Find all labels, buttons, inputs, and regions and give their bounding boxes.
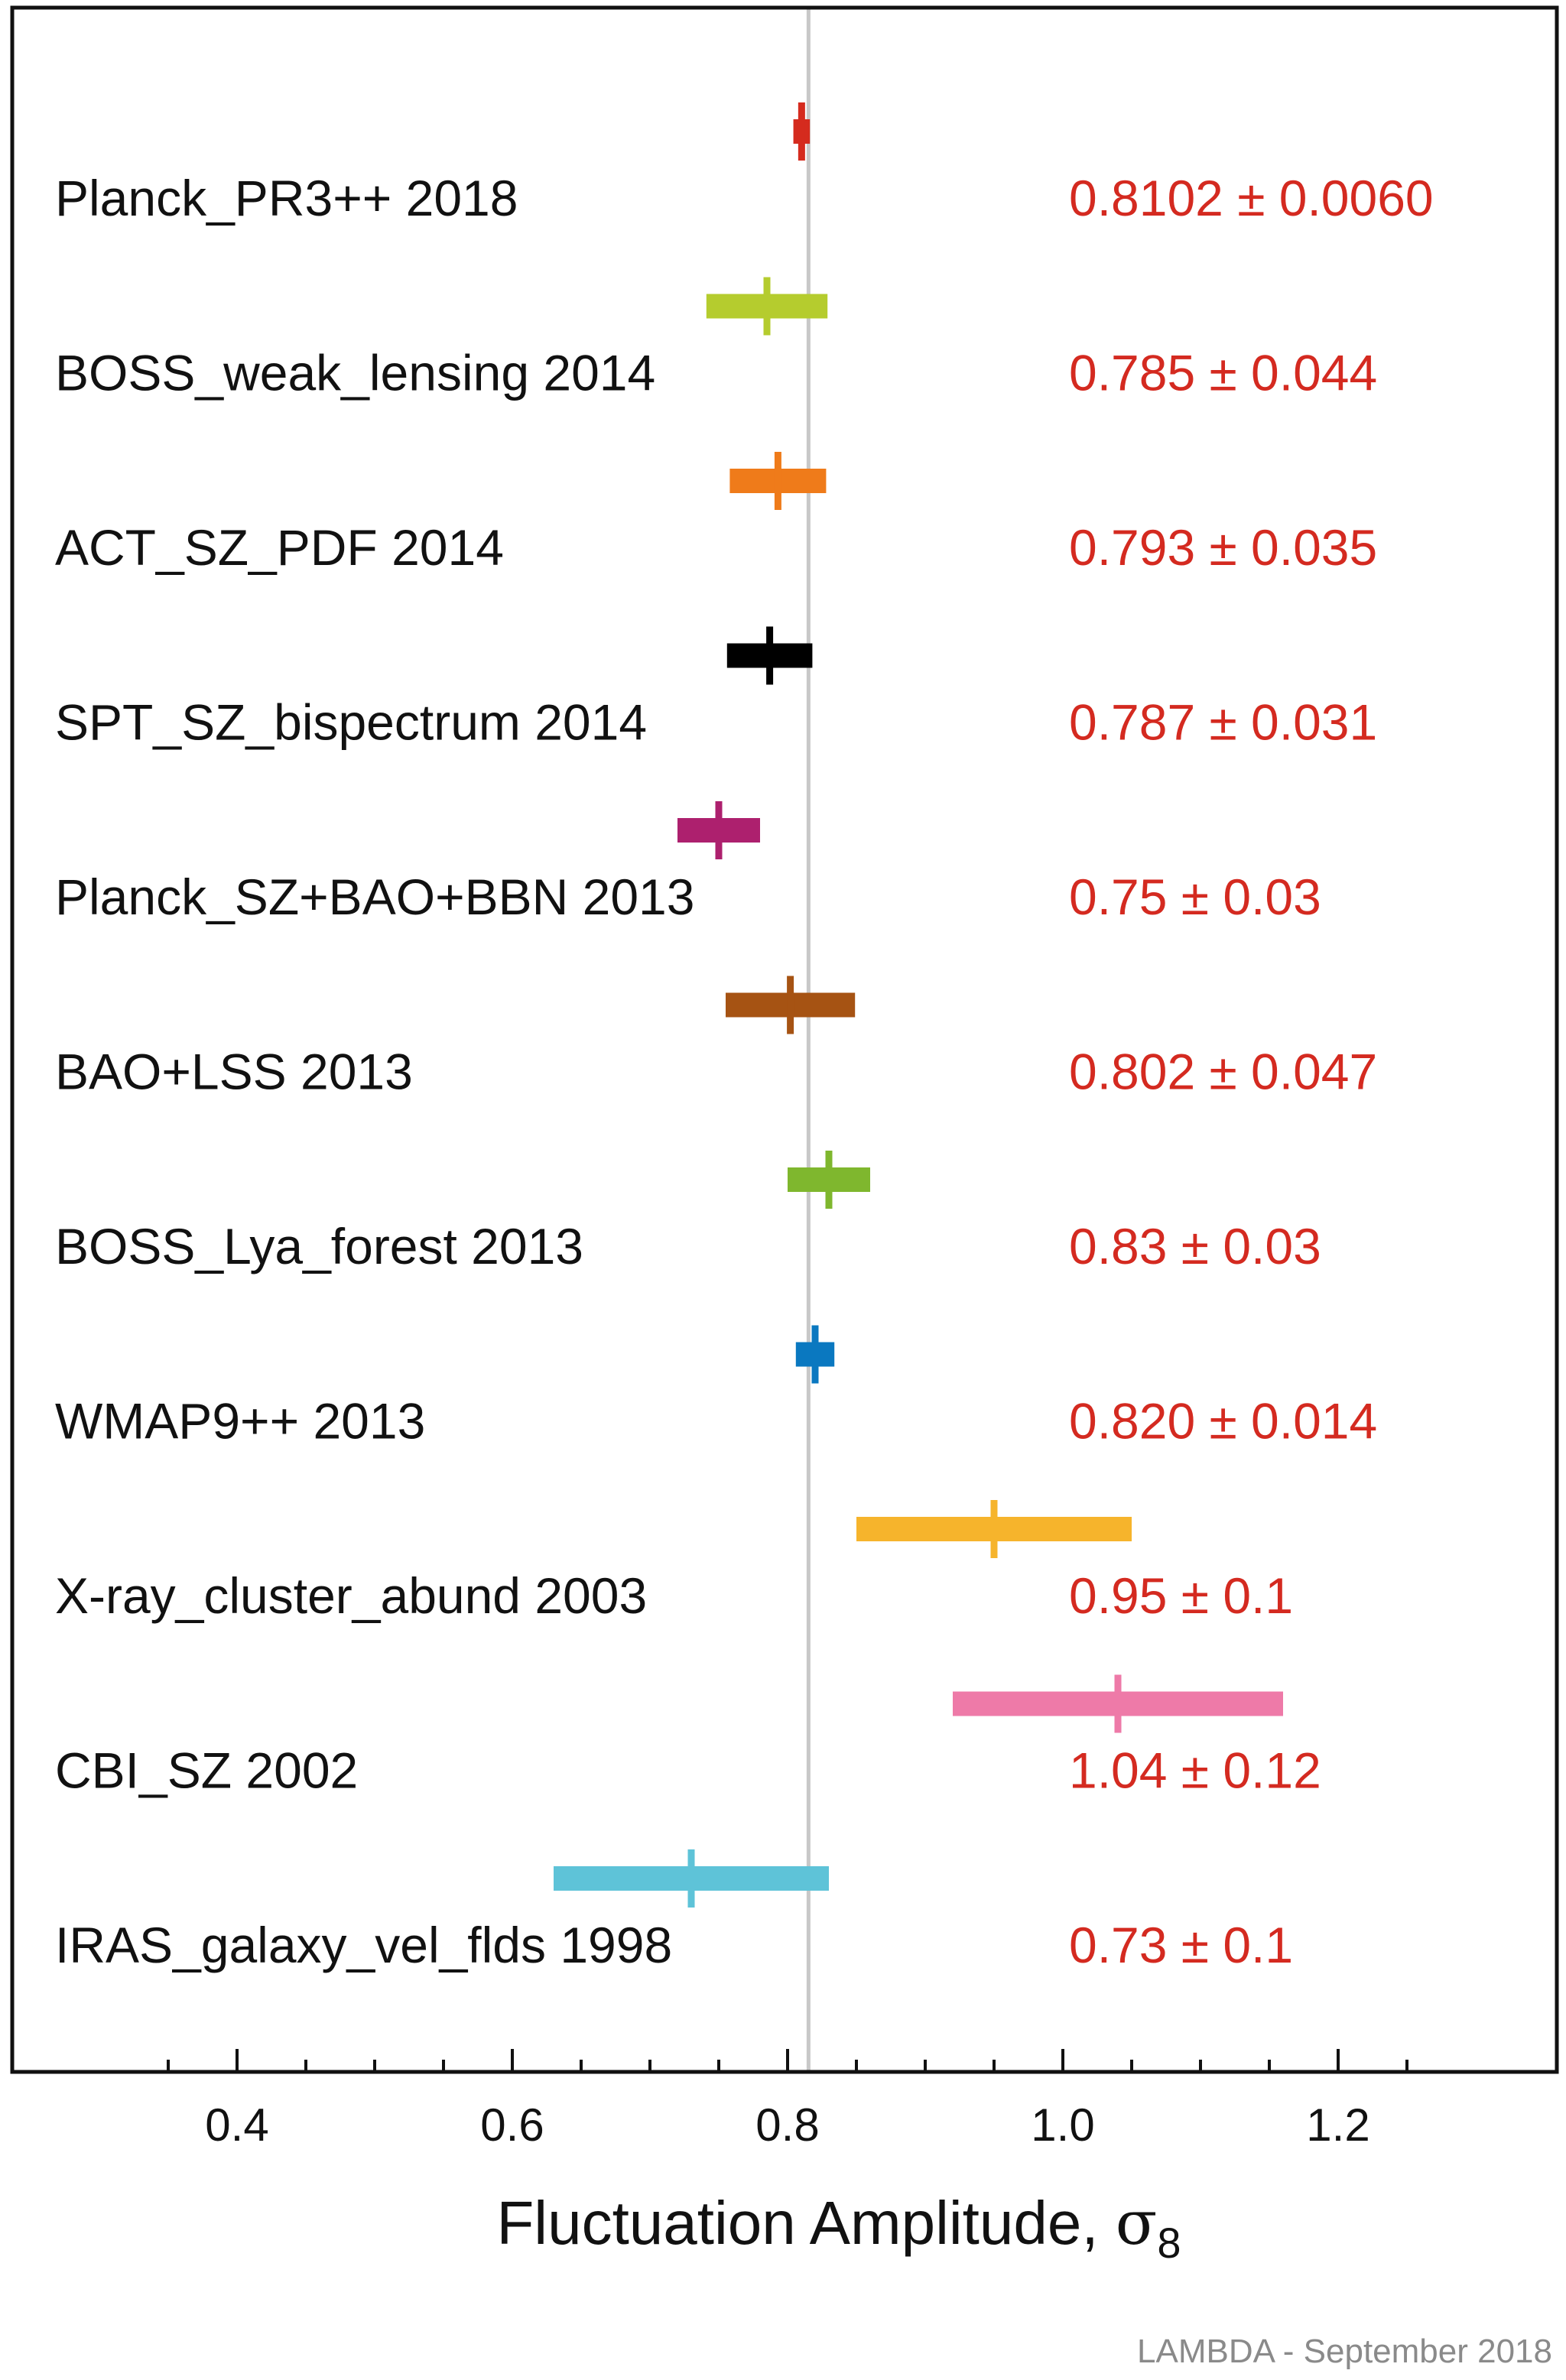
x-axis-ticks bbox=[167, 2049, 1408, 2072]
central-value-marker bbox=[763, 277, 771, 336]
data-point bbox=[729, 452, 827, 510]
x-tick-label: 0.8 bbox=[755, 2099, 819, 2151]
value-label: 0.83 ± 0.03 bbox=[1069, 1218, 1321, 1274]
central-value-marker bbox=[715, 801, 723, 859]
central-value-marker bbox=[687, 1849, 695, 1908]
credit-text: LAMBDA - September 2018 bbox=[1137, 2333, 1552, 2370]
dataset-label: IRAS_galaxy_vel_flds 1998 bbox=[55, 1917, 672, 1973]
central-value-marker bbox=[825, 1151, 833, 1209]
dataset-label: BAO+LSS 2013 bbox=[55, 1044, 413, 1100]
dataset-label: ACT_SZ_PDF 2014 bbox=[55, 519, 504, 576]
central-value-marker bbox=[811, 1325, 819, 1384]
value-label: 0.820 ± 0.014 bbox=[1069, 1393, 1377, 1450]
dataset-labels: Planck_PR3++ 2018 BOSS_weak_lensing 2014 A… bbox=[55, 170, 694, 1973]
data-point bbox=[795, 1325, 835, 1384]
central-value-marker bbox=[774, 452, 781, 510]
error-bars bbox=[554, 102, 1283, 1908]
dataset-label: Planck_PR3++ 2018 bbox=[55, 170, 518, 226]
data-point bbox=[677, 801, 760, 859]
x-tick-label: 0.4 bbox=[205, 2099, 268, 2151]
central-value-marker bbox=[798, 102, 805, 161]
x-tick-label: 1.0 bbox=[1031, 2099, 1094, 2151]
value-label: 1.04 ± 0.12 bbox=[1069, 1742, 1321, 1799]
plot-frame bbox=[10, 5, 1559, 2074]
data-point bbox=[788, 1151, 870, 1209]
data-point bbox=[706, 277, 828, 336]
dataset-label: WMAP9++ 2013 bbox=[55, 1393, 425, 1450]
value-label: 0.73 ± 0.1 bbox=[1069, 1917, 1293, 1973]
central-value-marker bbox=[766, 626, 774, 685]
value-label: 0.95 ± 0.1 bbox=[1069, 1567, 1293, 1624]
value-label: 0.802 ± 0.047 bbox=[1069, 1044, 1377, 1100]
data-point bbox=[793, 102, 811, 161]
value-label: 0.8102 ± 0.0060 bbox=[1069, 170, 1434, 226]
value-label: 0.787 ± 0.031 bbox=[1069, 694, 1377, 751]
data-point bbox=[856, 1500, 1132, 1558]
x-tick-label: 0.6 bbox=[480, 2099, 544, 2151]
dataset-label: X-ray_cluster_abund 2003 bbox=[55, 1567, 647, 1624]
x-tick-labels: 0.4 0.6 0.8 1.0 1.2 bbox=[205, 2099, 1369, 2151]
x-axis-label: Fluctuation Amplitude, σ8 bbox=[496, 2187, 1181, 2267]
central-value-marker bbox=[787, 976, 794, 1034]
value-labels: 0.8102 ± 0.0060 0.785 ± 0.044 0.793 ± 0.03… bbox=[1069, 170, 1434, 1973]
x-tick-label: 1.2 bbox=[1306, 2099, 1369, 2151]
data-point bbox=[726, 976, 856, 1034]
dataset-label: BOSS_Lya_forest 2013 bbox=[55, 1218, 583, 1274]
data-point bbox=[726, 626, 813, 685]
dataset-label: CBI_SZ 2002 bbox=[55, 1742, 358, 1799]
central-value-marker bbox=[990, 1500, 998, 1558]
value-label: 0.785 ± 0.044 bbox=[1069, 345, 1377, 401]
value-label: 0.75 ± 0.03 bbox=[1069, 869, 1321, 925]
dataset-label: BOSS_weak_lensing 2014 bbox=[55, 345, 655, 401]
dataset-label: Planck_SZ+BAO+BBN 2013 bbox=[55, 869, 694, 925]
dataset-label: SPT_SZ_bispectrum 2014 bbox=[55, 694, 647, 751]
value-label: 0.793 ± 0.035 bbox=[1069, 519, 1377, 576]
data-point bbox=[554, 1849, 829, 1908]
data-point bbox=[953, 1674, 1283, 1733]
central-value-marker bbox=[1114, 1674, 1122, 1733]
